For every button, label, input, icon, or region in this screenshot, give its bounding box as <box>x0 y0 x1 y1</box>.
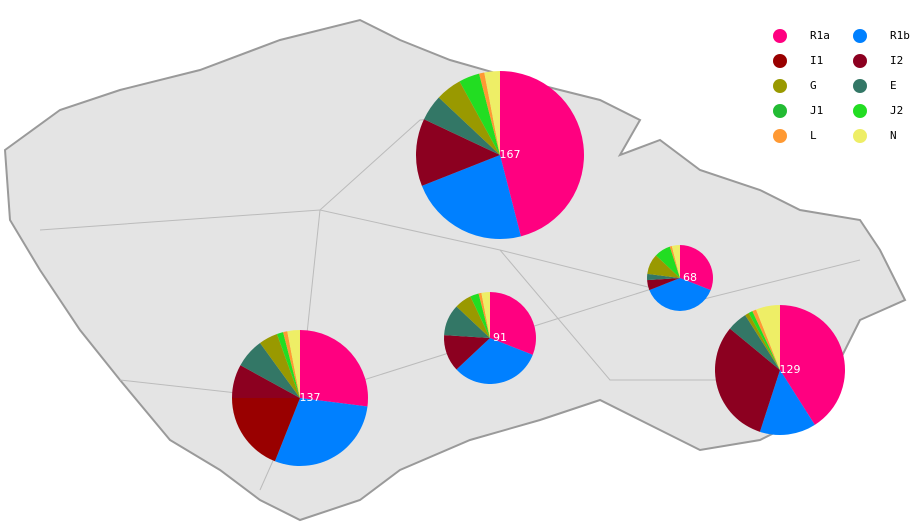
pie-slice <box>671 245 680 278</box>
pie-count-label: 91 <box>493 331 507 344</box>
pie-slice <box>756 305 780 370</box>
pie-slice <box>484 71 500 155</box>
pie-slice <box>470 293 490 338</box>
pie-count-label: 129 <box>780 363 801 376</box>
legend-swatch <box>853 129 867 143</box>
pie-slice <box>478 292 490 338</box>
pie-slice <box>729 315 780 370</box>
pie-slice <box>283 331 300 398</box>
legend-label: R1a <box>810 29 830 42</box>
pie-slice <box>500 71 585 237</box>
legend-label: L <box>810 129 817 142</box>
legend-swatch <box>773 29 787 43</box>
pie-slice <box>745 313 780 370</box>
legend-label: I2 <box>890 54 903 67</box>
pie-slice <box>456 296 490 338</box>
pie-slice <box>647 255 680 278</box>
pie-slice <box>669 246 680 278</box>
pie-slice <box>459 73 500 155</box>
pie-slice <box>759 370 815 435</box>
legend-swatch <box>853 29 867 43</box>
pie-slice <box>680 245 713 291</box>
pie-slice <box>421 155 521 240</box>
pie-slice <box>456 338 533 384</box>
legend-label: E <box>890 79 897 92</box>
pie-slice <box>287 330 300 398</box>
legend-swatch <box>773 104 787 118</box>
pie-slice <box>300 330 368 407</box>
legend-swatch <box>773 79 787 93</box>
pie-slice <box>780 305 846 425</box>
pie-slice <box>240 342 300 398</box>
pie-slice <box>479 72 500 155</box>
pie-slice <box>438 81 500 155</box>
pie-slice <box>748 311 780 370</box>
legend-label: G <box>810 79 817 92</box>
pie-slice <box>416 119 500 186</box>
legend-label: R1b <box>890 29 910 42</box>
legend-swatch <box>853 79 867 93</box>
pie-slice <box>276 332 300 398</box>
pie-slice <box>490 292 536 355</box>
pie-slice <box>423 97 500 155</box>
legend-label: N <box>890 129 897 142</box>
pie-slice <box>752 309 780 370</box>
pie-count-label: 68 <box>683 271 697 284</box>
country-outline <box>3 18 907 522</box>
pie-slice <box>647 273 680 281</box>
pie-slice <box>715 328 780 432</box>
pie-slice <box>647 278 680 291</box>
pie-slice <box>232 398 300 462</box>
pie-slice <box>260 334 300 398</box>
pie-slice <box>274 398 368 466</box>
legend-label: J1 <box>810 104 823 117</box>
legend-label: I1 <box>810 54 823 67</box>
legend-swatch <box>853 104 867 118</box>
pie-slice <box>649 278 711 311</box>
legend-swatch <box>853 54 867 68</box>
pie-slice <box>481 292 490 338</box>
pie-count-label: 137 <box>300 391 321 404</box>
pie-slice <box>444 335 490 370</box>
legend-label: J2 <box>890 104 903 117</box>
pie-slice <box>232 365 300 398</box>
pie-slice <box>444 306 490 338</box>
legend-swatch <box>773 129 787 143</box>
pie-slice <box>655 246 680 278</box>
legend-swatch <box>773 54 787 68</box>
pie-count-label: 167 <box>500 148 521 161</box>
